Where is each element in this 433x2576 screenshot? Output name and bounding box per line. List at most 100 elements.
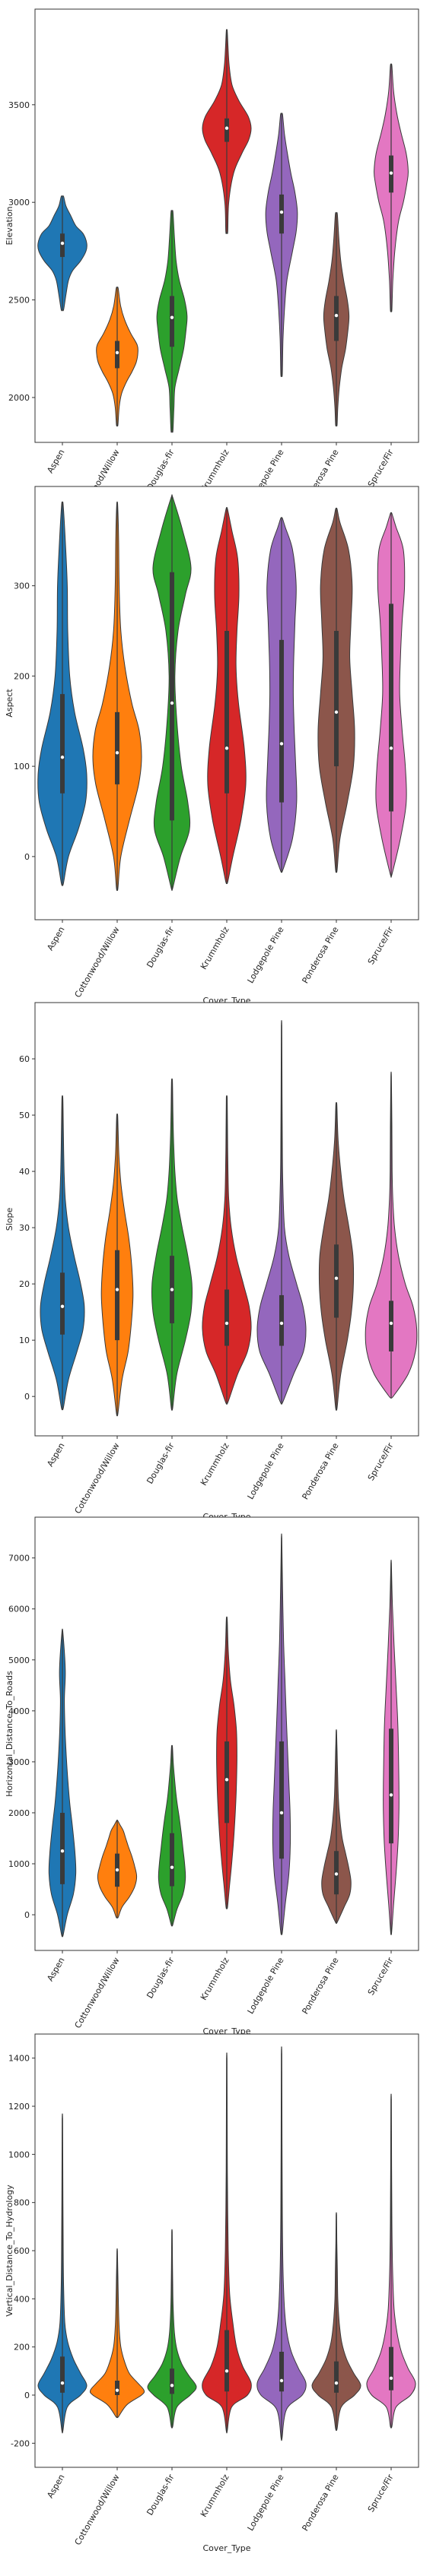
violin-ponderosa-pine <box>321 1729 352 1925</box>
violin-iqr-box <box>115 1250 119 1341</box>
y-tick-label: 1400 <box>8 2054 30 2064</box>
violin-krummholz <box>202 1095 252 1405</box>
violin-ponderosa-pine <box>318 1102 355 1411</box>
violin-spruce-fir <box>374 63 409 312</box>
y-tick-label: 60 <box>19 1054 30 1064</box>
violin-iqr-box <box>389 2346 393 2391</box>
y-tick-label: 1000 <box>8 1859 30 1869</box>
x-tick-label-spruce-fir: Spruce/Fir <box>366 448 396 490</box>
violin-cottonwood-willow <box>97 1820 138 1919</box>
violin-douglas-fir <box>158 1744 186 1927</box>
violin-median-dot <box>334 710 339 714</box>
violin-median-dot <box>279 1321 284 1326</box>
violin-aspen <box>40 1095 85 1411</box>
y-tick-label: 40 <box>19 1167 30 1177</box>
y-tick-label: 4000 <box>8 1706 30 1716</box>
x-tick-label-krummholz: Krummholz <box>199 1441 231 1488</box>
violin-ponderosa-pine <box>323 211 350 427</box>
x-axis-label: Cover_Type <box>203 2543 251 2553</box>
y-tick-label: 50 <box>19 1111 30 1120</box>
violin-cottonwood-willow <box>89 2248 145 2419</box>
y-axis-label: Horizontal_Distance_To_Roads <box>5 1671 14 1797</box>
violin-lodgepole-pine <box>266 517 298 873</box>
violin-krummholz <box>202 29 252 235</box>
violin-iqr-box <box>170 2368 174 2394</box>
x-tick-label-douglas-fir: Douglas-fir <box>145 448 177 493</box>
violin-cottonwood-willow <box>92 501 142 891</box>
y-tick-label: 6000 <box>8 1605 30 1614</box>
x-tick-label-cottonwood-willow: Cottonwood/Willow <box>73 925 122 1000</box>
violin-median-dot <box>224 126 229 130</box>
x-tick-label-lodgepole-pine: Lodgepole Pine <box>246 925 286 985</box>
y-axis-label: Aspect <box>5 689 14 718</box>
violin-iqr-box <box>115 341 119 369</box>
y-tick-label: 1000 <box>8 2150 30 2159</box>
y-tick-label: 7000 <box>8 1554 30 1564</box>
violin-median-dot <box>115 350 119 355</box>
y-axis-label: Elevation <box>5 206 14 245</box>
x-tick-label-aspen: Aspen <box>45 1441 66 1469</box>
violin-spruce-fir <box>365 1071 418 1399</box>
chart-panel-vertical-distance-to-hydrology: -200 0 200 400 600 800 1000 1200 1400 Vertical_Di… <box>5 2033 419 2553</box>
x-tick-label-krummholz: Krummholz <box>199 1956 231 2002</box>
violin-douglas-fir <box>147 2229 197 2429</box>
violin-median-dot <box>115 2388 119 2392</box>
y-tick-label: 3500 <box>8 100 30 110</box>
y-tick-label: 2000 <box>8 393 30 403</box>
y-tick-label: 200 <box>14 671 30 681</box>
violin-iqr-box <box>279 2352 284 2392</box>
y-tick-label: 100 <box>14 762 30 772</box>
violin-median-dot <box>170 701 174 705</box>
violin-lodgepole-pine <box>272 1533 291 1935</box>
violin-iqr-box <box>60 1812 65 1884</box>
violin-douglas-fir <box>152 494 192 891</box>
violin-median-dot <box>389 1321 393 1326</box>
violin-iqr-box <box>224 2330 229 2392</box>
y-tick-label: 5000 <box>8 1656 30 1665</box>
x-tick-label-spruce-fir: Spruce/Fir <box>366 1956 396 1998</box>
x-tick-label-douglas-fir: Douglas-fir <box>145 1956 177 2001</box>
chart-panel-slope: 0102030405060SlopeCover_TypeAspenCottonw… <box>5 1002 419 1522</box>
violin-krummholz <box>202 2052 252 2434</box>
violin-krummholz <box>207 507 247 885</box>
violin-median-dot <box>224 2369 229 2373</box>
y-tick-label: 600 <box>14 2246 30 2256</box>
violin-iqr-box <box>279 1741 284 1859</box>
x-tick-label-douglas-fir: Douglas-fir <box>145 1441 177 1486</box>
violin-iqr-box <box>389 1728 393 1844</box>
y-tick-label: 20 <box>19 1279 30 1289</box>
violin-median-dot <box>170 1865 174 1869</box>
violin-spruce-fir <box>366 2093 416 2429</box>
y-tick-label: 0 <box>24 1910 30 1920</box>
violin-median-dot <box>170 1288 174 1291</box>
violin-iqr-box <box>170 1833 174 1887</box>
violin-spruce-fir <box>375 512 407 878</box>
violin-median-dot <box>389 746 393 750</box>
y-tick-label: 300 <box>14 581 30 591</box>
violin-median-dot <box>115 1868 119 1872</box>
x-tick-label-ponderosa-pine: Ponderosa Pine <box>300 925 340 985</box>
violin-median-dot <box>60 1304 65 1308</box>
violin-median-dot <box>60 241 65 246</box>
violin-median-dot <box>224 1778 229 1782</box>
violin-iqr-box <box>115 711 119 784</box>
violin-iqr-box <box>224 118 229 142</box>
violin-aspen <box>37 501 88 886</box>
violin-median-dot <box>279 2378 284 2383</box>
violin-median-dot <box>389 2376 393 2381</box>
violin-median-dot <box>170 2384 174 2387</box>
x-tick-label-aspen: Aspen <box>45 1956 66 1983</box>
violin-median-dot <box>170 315 174 319</box>
x-tick-label-cottonwood-willow: Cottonwood/Willow <box>73 1956 122 2030</box>
x-tick-label-spruce-fir: Spruce/Fir <box>366 1441 396 1483</box>
violin-cottonwood-willow <box>100 1113 134 1417</box>
x-tick-label-ponderosa-pine: Ponderosa Pine <box>300 1956 340 2016</box>
y-tick-label: 0 <box>24 1392 30 1402</box>
violin-iqr-box <box>170 572 174 821</box>
violin-median-dot <box>224 1321 229 1326</box>
x-tick-label-lodgepole-pine: Lodgepole Pine <box>246 1441 286 1501</box>
violin-aspen <box>37 195 88 312</box>
violin-aspen <box>48 1628 77 1938</box>
x-tick-label-krummholz: Krummholz <box>199 2473 231 2519</box>
